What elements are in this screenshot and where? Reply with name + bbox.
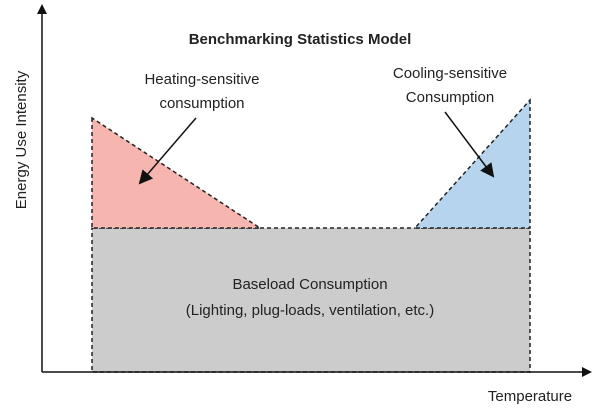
title: Benchmarking Statistics Model <box>189 31 412 48</box>
x-axis-label: Temperature <box>488 388 572 405</box>
heating-region <box>91 116 263 229</box>
baseload-label: (Lighting, plug-loads, ventilation, etc.… <box>186 302 434 319</box>
heating-label: consumption <box>159 95 244 112</box>
cooling-region <box>413 98 531 229</box>
cooling-arrow <box>444 111 495 178</box>
baseload-region <box>91 227 531 373</box>
heating-arrow <box>138 117 197 185</box>
y-axis-label: Energy Use Intensity <box>13 70 30 209</box>
baseload-label: Baseload Consumption <box>232 276 387 293</box>
cooling-label: Cooling-sensitive <box>393 65 507 82</box>
cooling-label: Consumption <box>406 89 494 106</box>
heating-label: Heating-sensitive <box>144 71 259 88</box>
